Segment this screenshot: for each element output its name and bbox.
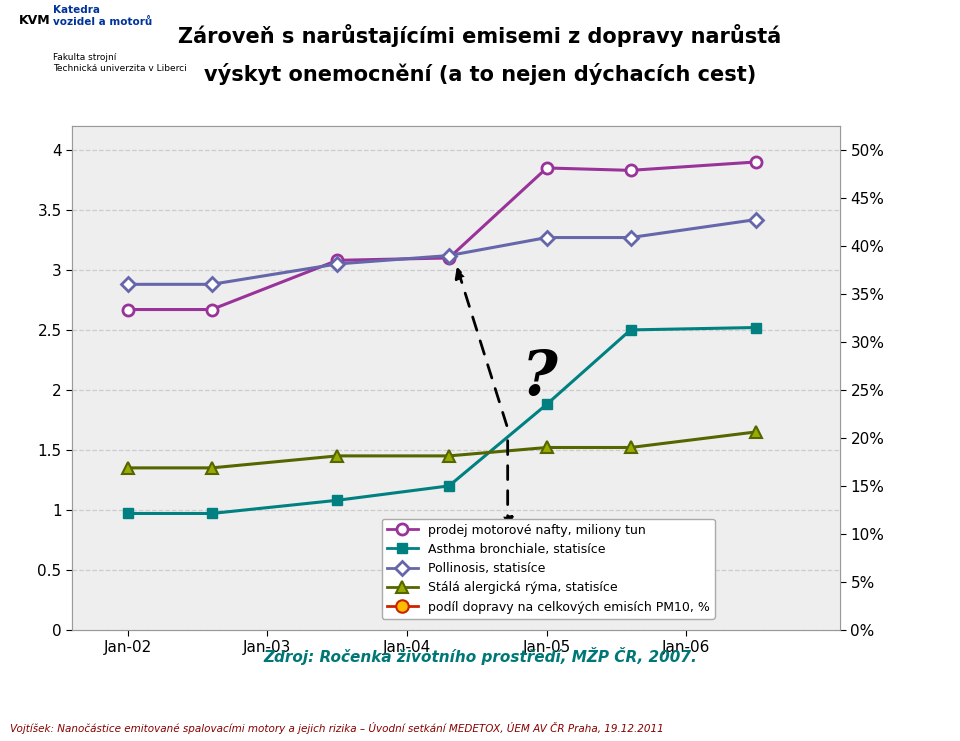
Text: Vojtíšek: Nanočástice emitované spalovacími motory a jejich rizika – Úvodní setk: Vojtíšek: Nanočástice emitované spalovac… <box>10 722 663 734</box>
Text: Fakulta strojní
Technická univerzita v Liberci: Fakulta strojní Technická univerzita v L… <box>53 53 186 73</box>
Text: Katedra
vozidel a motorů: Katedra vozidel a motorů <box>53 5 152 27</box>
Text: Zároveň s narůstajícími emisemi z dopravy narůstá: Zároveň s narůstajícími emisemi z doprav… <box>179 24 781 47</box>
Text: KVM: KVM <box>19 15 51 27</box>
Text: ?: ? <box>522 348 558 408</box>
Text: výskyt onemocnění (a to nejen dýchacích cest): výskyt onemocnění (a to nejen dýchacích … <box>204 63 756 84</box>
Legend: prodej motorové nafty, miliony tun, Asthma bronchiale, statisíce, Pollinosis, st: prodej motorové nafty, miliony tun, Asth… <box>381 519 715 619</box>
Text: Zdroj: Ročenka životního prostředí, MŽP ČR, 2007.: Zdroj: Ročenka životního prostředí, MŽP … <box>263 647 697 665</box>
